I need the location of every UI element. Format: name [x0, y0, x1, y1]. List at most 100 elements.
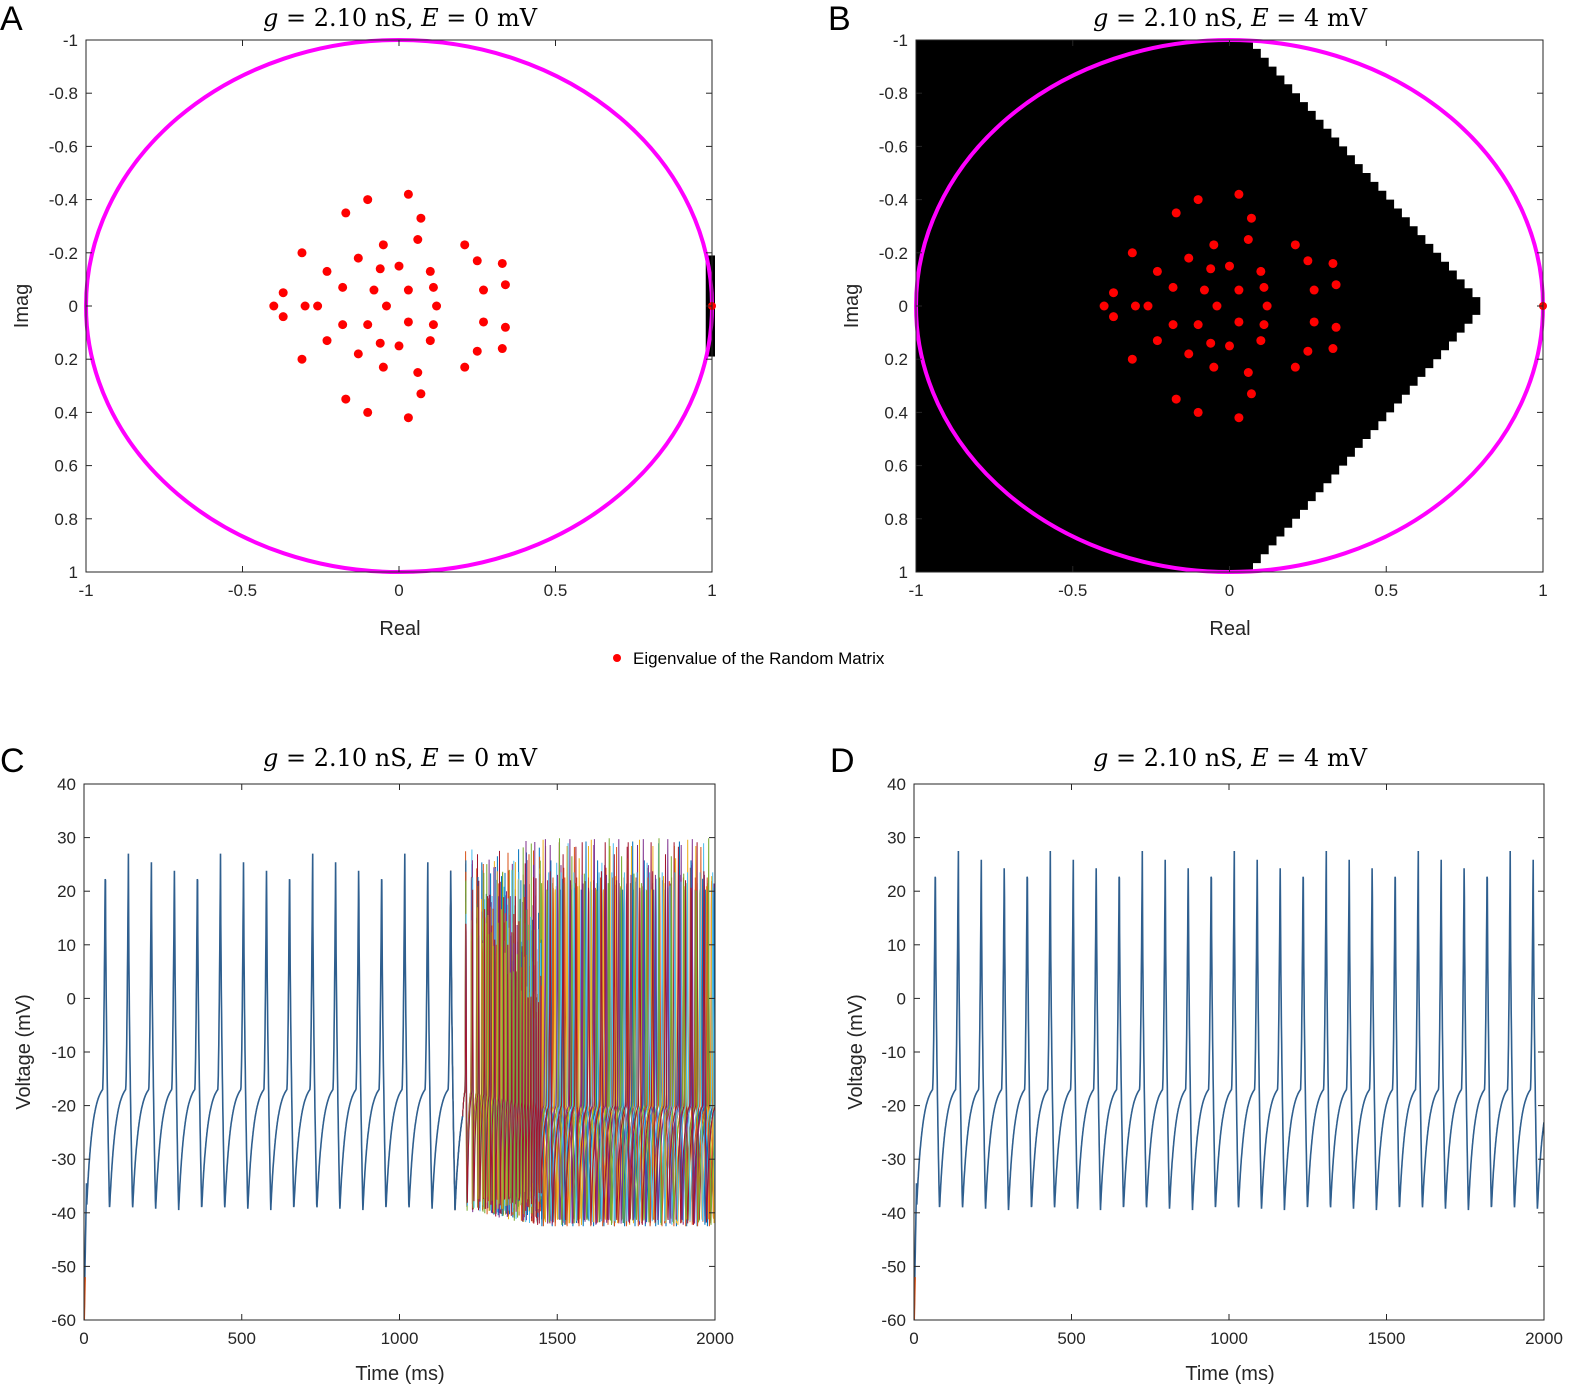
panel-d-ytick-label: -50	[881, 1257, 906, 1276]
panel-b-eigenvalue-point	[1256, 266, 1266, 276]
panel-c-ytick-label: 30	[57, 829, 76, 848]
panel-a-eigenvalue-point	[394, 341, 404, 351]
panel-a-ytick-label: -0.4	[49, 191, 78, 210]
panel-a-xtick-label: 1	[707, 581, 716, 600]
panel-a-eigenvalue-point	[472, 346, 482, 356]
panel-a-ytick-label: 0.4	[54, 403, 78, 422]
panel-b-eigenvalue-point	[1127, 248, 1137, 258]
panel-b-eigenvalue-point	[1303, 346, 1313, 356]
panel-a-eigenvalue-point	[369, 285, 379, 295]
panel-a-eigenvalue-point	[363, 320, 373, 330]
panel-a-ytick-label: -0.2	[49, 244, 78, 263]
panel-d-ytick-label: 0	[897, 989, 906, 1008]
panel-d-xtick-label: 2000	[1525, 1329, 1563, 1348]
panel-c-title: g = 2.10 nS, E = 0 mV	[263, 744, 538, 772]
panel-a-eigenvalue-point	[322, 266, 332, 276]
panel-b-eigenvalue-point	[1328, 344, 1338, 354]
panel-a-eigenvalue-point	[428, 282, 438, 292]
panel-b-black-region	[916, 40, 1481, 572]
panel-a-xtick-label: 0.5	[544, 581, 568, 600]
panel-b-eigenvalue-point	[1209, 362, 1219, 372]
panel-a-eigenvalue-point	[269, 301, 279, 311]
panel-d-ytick-label: -30	[881, 1150, 906, 1169]
panel-d-ylabel: Voltage (mV)	[845, 994, 867, 1110]
panel-b-eigenvalue-point	[1109, 312, 1119, 322]
panel-b-eigenvalue-point	[1193, 195, 1203, 205]
panel-b-eigenvalue-point	[1206, 338, 1216, 348]
panel-a-eigenvalue-point	[425, 336, 435, 346]
panel-a-ytick-label: 0.6	[54, 457, 78, 476]
panel-a-ytick-label: 0	[69, 297, 78, 316]
panel-d-ytick-label: -60	[881, 1311, 906, 1330]
panel-c-ytick-label: -60	[51, 1311, 76, 1330]
panel-b-eigenvalue-point	[1130, 301, 1140, 311]
panel-c-xtick-label: 0	[79, 1329, 88, 1348]
panel-c-trace-desync	[449, 846, 715, 1225]
panel-c-ytick-label: 40	[57, 775, 76, 794]
panel-a-eigenvalue-point	[375, 338, 385, 348]
panel-a-xtick-label: 0	[394, 581, 403, 600]
panel-d-xtick-label: 1500	[1368, 1329, 1406, 1348]
panel-b-ytick-label: 0.4	[884, 403, 908, 422]
panel-b-ytick-label: 0.8	[884, 510, 908, 529]
panel-b-ytick-label: -0.2	[879, 244, 908, 263]
panel-d-xtick-label: 0	[909, 1329, 918, 1348]
panel-a-ytick-label: 1	[69, 563, 78, 582]
panel-b-xtick-label: 0	[1225, 581, 1234, 600]
panel-b-eigenvalue-point	[1290, 240, 1300, 250]
panel-a-ylabel: Imag	[11, 284, 33, 328]
panel-a-eigenvalue-point	[460, 240, 470, 250]
panel-b-eigenvalue-point	[1309, 317, 1319, 327]
panel-a-eigenvalue-point	[363, 407, 373, 417]
panel-a-eigenvalue-point	[479, 285, 489, 295]
panel-a-eigenvalue-point	[432, 301, 442, 311]
panel-a-eigenvalue-point	[403, 285, 413, 295]
panel-d-title: g = 2.10 nS, E = 4 mV	[1093, 744, 1368, 772]
panel-a-eigenvalue-point	[353, 349, 363, 359]
panel-c-xtick-label: 500	[228, 1329, 256, 1348]
panel-a-eigenvalue-point	[394, 261, 404, 271]
panel-d-ytick-label: -10	[881, 1043, 906, 1062]
panel-b-eigenvalue-point	[1262, 301, 1272, 311]
panel-b-eigenvalue-point	[1225, 341, 1234, 351]
panel-a-eigenvalue-point	[497, 258, 507, 268]
panel-a-eigenvalue-point	[403, 317, 413, 327]
panel-a-eigenvalue-point	[500, 322, 510, 332]
panel-a-eigenvalue-point	[403, 189, 413, 199]
panel-b-ytick-label: -1	[893, 31, 908, 50]
panel-b-eigenvalue-point	[1209, 240, 1219, 250]
panel-d-ytick-label: 40	[887, 775, 906, 794]
panel-d: D g = 2.10 nS, E = 4 mV 0 500 1000 1500 2000…	[830, 742, 1563, 1385]
panel-a-ytick-label: -0.6	[49, 137, 78, 156]
panel-a-eigenvalue-point	[413, 368, 423, 377]
panel-b-eigenvalue-point	[1234, 285, 1244, 295]
panel-d-ytick-label: -40	[881, 1204, 906, 1223]
panel-label-b: B	[828, 0, 851, 38]
panel-c-traces	[84, 838, 715, 1320]
panel-a-axes-box	[85, 39, 713, 573]
legend-label: Eigenvalue of the Random Matrix	[633, 649, 885, 668]
panel-a-eigenvalue-point	[416, 213, 426, 223]
legend-marker	[613, 654, 621, 662]
panel-a-ytick-label: -0.8	[49, 84, 78, 103]
panel-d-trace	[914, 850, 1544, 1320]
panel-d-axes-box	[913, 783, 1545, 1321]
panel-b-eigenvalue-point	[1199, 285, 1209, 295]
panel-label-a: A	[0, 0, 23, 38]
panel-d-ytick-label: 20	[887, 882, 906, 901]
panel-d-xlabel: Time (ms)	[1185, 1363, 1274, 1385]
panel-a-eigenvalue-point	[375, 264, 385, 274]
panel-a: A g = 2.10 nS, E = 0 mV -1 -0.5 0 0.5 1-1-0.…	[0, 0, 717, 640]
panel-b-xtick-label: -0.5	[1058, 581, 1087, 600]
panel-b-eigenvalue-point	[1152, 266, 1162, 276]
panel-b-ytick-label: -0.4	[879, 191, 908, 210]
panel-b-eigenvalue-point	[1234, 317, 1244, 327]
panel-b-ytick-label: -0.8	[879, 84, 908, 103]
panel-c-trace-sync	[84, 853, 464, 1320]
panel-a-eigenvalue-point	[416, 389, 426, 399]
panel-d-xtick-label: 1000	[1210, 1329, 1248, 1348]
panel-a-eigenvalue-point	[341, 208, 351, 218]
panel-b-eigenvalue-point	[1168, 282, 1178, 292]
panel-c-xlabel: Time (ms)	[355, 1363, 444, 1385]
